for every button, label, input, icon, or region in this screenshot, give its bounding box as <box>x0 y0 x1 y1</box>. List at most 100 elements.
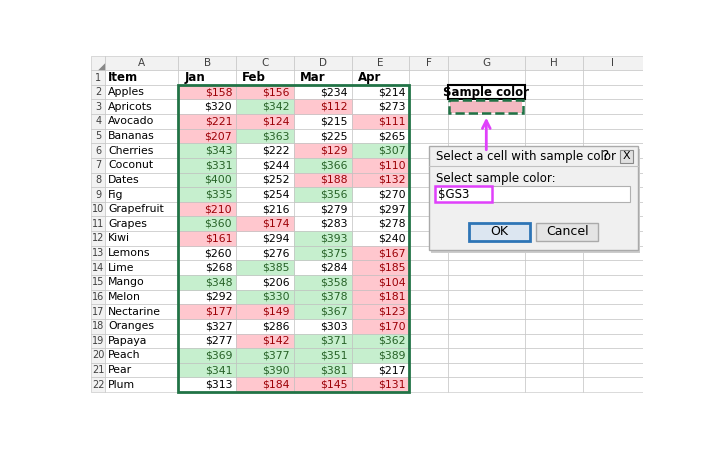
Bar <box>448 129 525 144</box>
Text: $297: $297 <box>378 204 405 214</box>
Polygon shape <box>98 63 105 70</box>
Bar <box>352 319 410 333</box>
Text: $221: $221 <box>205 116 232 126</box>
Text: 13: 13 <box>92 248 105 258</box>
Bar <box>294 202 352 217</box>
Text: 5: 5 <box>95 131 102 141</box>
Bar <box>448 217 525 231</box>
Text: $156: $156 <box>263 87 290 97</box>
Bar <box>236 85 294 100</box>
Bar <box>352 202 410 217</box>
Text: Fig: Fig <box>108 189 124 200</box>
Text: $217: $217 <box>378 365 405 375</box>
Text: $225: $225 <box>320 131 348 141</box>
Bar <box>105 333 178 348</box>
Bar <box>178 187 236 202</box>
Bar <box>352 231 410 246</box>
Text: Mar: Mar <box>300 71 326 84</box>
Text: $252: $252 <box>263 175 290 185</box>
Text: Jan: Jan <box>185 71 205 84</box>
Bar <box>236 348 294 363</box>
Text: Dates: Dates <box>108 175 140 185</box>
Bar <box>92 56 105 70</box>
Bar <box>583 187 643 202</box>
Bar <box>525 231 583 246</box>
Bar <box>236 114 294 129</box>
Text: Select sample color:: Select sample color: <box>436 172 556 185</box>
Bar <box>92 290 105 304</box>
Text: $123: $123 <box>378 307 405 317</box>
Text: F: F <box>425 58 432 68</box>
Bar <box>448 56 525 70</box>
Bar <box>352 290 410 304</box>
Bar <box>410 363 448 377</box>
Text: 3: 3 <box>95 102 101 112</box>
Bar <box>450 100 523 113</box>
Bar <box>410 275 448 290</box>
Text: H: H <box>550 58 558 68</box>
Bar <box>294 348 352 363</box>
Bar <box>236 363 294 377</box>
Bar <box>236 129 294 144</box>
Bar <box>410 187 448 202</box>
Text: 12: 12 <box>92 233 105 244</box>
Bar <box>525 260 583 275</box>
Bar <box>525 70 583 85</box>
Text: 1: 1 <box>95 73 101 82</box>
Text: $234: $234 <box>320 87 348 97</box>
Text: $320: $320 <box>205 102 232 112</box>
Bar <box>92 114 105 129</box>
Bar <box>236 217 294 231</box>
Text: $104: $104 <box>378 277 405 288</box>
Bar <box>294 304 352 319</box>
Bar <box>92 202 105 217</box>
Text: 7: 7 <box>95 160 102 170</box>
Bar <box>352 246 410 260</box>
Text: $277: $277 <box>205 336 232 346</box>
Bar <box>105 100 178 114</box>
Text: $278: $278 <box>378 219 405 229</box>
Bar <box>410 144 448 158</box>
Bar <box>352 158 410 173</box>
Bar <box>525 158 583 173</box>
Text: $132: $132 <box>378 175 405 185</box>
Bar <box>583 231 643 246</box>
Bar <box>105 348 178 363</box>
Text: $294: $294 <box>263 233 290 244</box>
Text: $131: $131 <box>378 380 405 390</box>
Bar <box>448 100 525 114</box>
Bar <box>294 187 352 202</box>
Text: $307: $307 <box>378 146 405 156</box>
Bar <box>92 304 105 319</box>
Bar <box>583 217 643 231</box>
Bar <box>448 114 525 129</box>
Bar <box>448 377 525 392</box>
Bar <box>448 85 525 100</box>
Bar <box>410 246 448 260</box>
Text: $177: $177 <box>205 307 232 317</box>
Bar <box>352 173 410 187</box>
Text: D: D <box>319 58 326 68</box>
Bar <box>352 377 410 392</box>
Bar <box>410 129 448 144</box>
Bar <box>178 129 236 144</box>
Text: Grapefruit: Grapefruit <box>108 204 164 214</box>
Text: $273: $273 <box>378 102 405 112</box>
Text: $331: $331 <box>205 160 232 170</box>
Bar <box>178 144 236 158</box>
Bar <box>294 158 352 173</box>
Text: A: A <box>138 58 145 68</box>
Bar <box>92 231 105 246</box>
Bar <box>294 377 352 392</box>
Text: 16: 16 <box>92 292 105 302</box>
Bar <box>294 275 352 290</box>
Text: Lemons: Lemons <box>108 248 151 258</box>
Text: Peach: Peach <box>108 350 141 361</box>
Bar <box>352 260 410 275</box>
Text: $142: $142 <box>263 336 290 346</box>
Text: 11: 11 <box>92 219 105 229</box>
Text: $270: $270 <box>378 189 405 200</box>
Bar <box>178 173 236 187</box>
Bar <box>583 304 643 319</box>
Bar <box>410 100 448 114</box>
